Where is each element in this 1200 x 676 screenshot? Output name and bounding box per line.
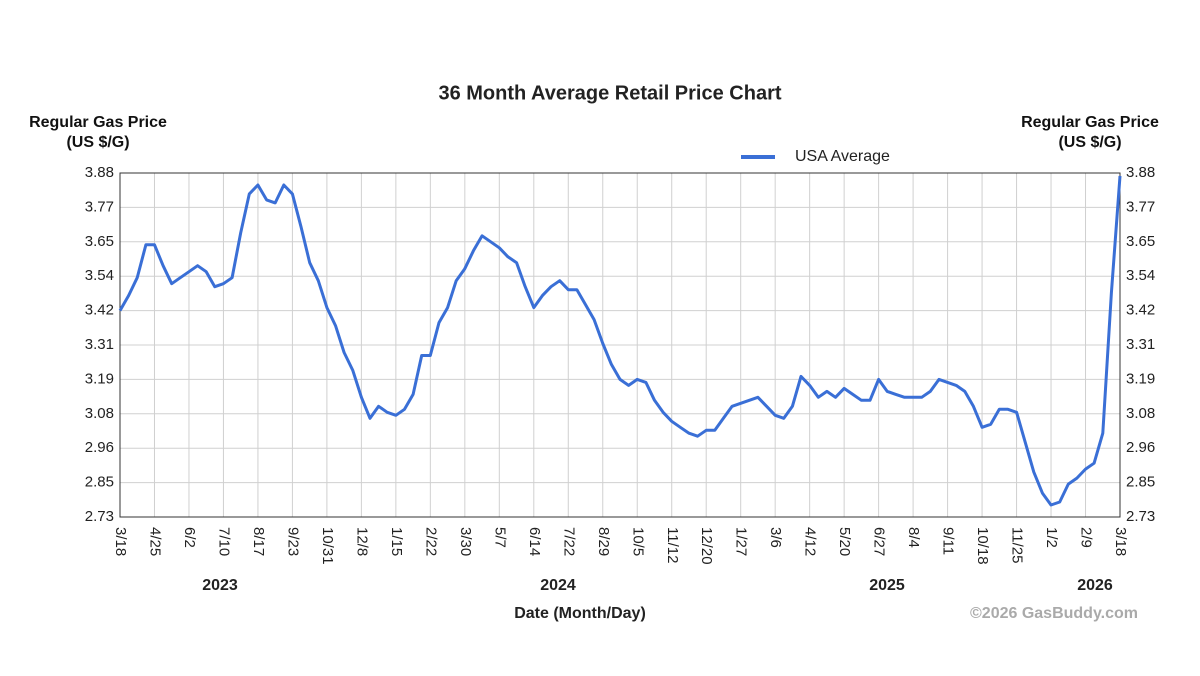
x-tick-label: 3/18 [1112, 527, 1129, 556]
x-tick-label: 6/14 [526, 527, 543, 556]
year-label: 2024 [540, 577, 576, 594]
y-tick-label: 3.77 [85, 198, 114, 215]
y-tick-label: 2.96 [85, 439, 114, 456]
y-tick-label: 3.08 [85, 405, 114, 422]
y2-tick-label: 2.96 [1126, 439, 1155, 456]
y-tick-label: 3.88 [85, 164, 114, 181]
x-tick-label: 10/5 [629, 527, 646, 556]
chart-title: 36 Month Average Retail Price Chart [438, 82, 781, 104]
credit: ©2026 GasBuddy.com [970, 605, 1138, 622]
x-tick-label: 11/12 [664, 527, 681, 563]
x-tick-label: 6/2 [181, 527, 198, 548]
x-tick-label: 3/18 [112, 527, 129, 556]
x-tick-label: 8/17 [250, 527, 267, 556]
x-tick-label: 10/31 [319, 527, 336, 565]
x-tick-label: 11/25 [1009, 527, 1026, 563]
price-line [118, 175, 1122, 507]
x-axis-title: Date (Month/Day) [514, 605, 646, 622]
y2-tick-label: 3.54 [1126, 267, 1155, 284]
x-tick-label: 1/15 [388, 527, 405, 556]
y-tick-label: 3.42 [85, 302, 114, 319]
x-tick-label: 4/25 [147, 527, 164, 556]
y2-tick-label: 2.73 [1126, 508, 1155, 525]
y-tick-label: 3.31 [85, 336, 114, 353]
year-label: 2025 [869, 577, 905, 594]
x-tick-label: 9/11 [940, 527, 957, 555]
y-tick-label: 2.85 [85, 474, 114, 491]
year-label: 2023 [202, 577, 238, 594]
y2-tick-label: 3.08 [1126, 405, 1155, 422]
x-tick-label: 2/9 [1078, 527, 1095, 548]
y-tick-label: 3.54 [85, 267, 114, 284]
legend-label: USA Average [795, 148, 890, 165]
y-axis-title: Regular Gas Price (US $/G) [29, 114, 167, 151]
y2-tick-label: 2.85 [1126, 474, 1155, 491]
y2-tick-label: 3.88 [1126, 164, 1155, 181]
year-label: 2026 [1077, 577, 1113, 594]
y2-tick-label: 3.31 [1126, 336, 1155, 353]
y-tick-label: 3.19 [85, 370, 114, 387]
x-tick-label: 2/22 [422, 527, 439, 556]
x-tick-label: 7/10 [215, 527, 232, 556]
x-tick-label: 4/12 [802, 527, 819, 556]
x-tick-label: 12/20 [698, 527, 715, 565]
y2-tick-label: 3.19 [1126, 370, 1155, 387]
x-tick-label: 8/29 [595, 527, 612, 556]
y2-axis-title: Regular Gas Price (US $/G) [1021, 114, 1159, 151]
x-tick-label: 9/23 [284, 527, 301, 556]
x-tick-label: 3/30 [457, 527, 474, 556]
plot-frame [119, 172, 1121, 518]
y2-tick-label: 3.77 [1126, 198, 1155, 215]
y-tick-label: 3.65 [85, 233, 114, 250]
y2-tick-label: 3.42 [1126, 302, 1155, 319]
x-tick-label: 3/6 [767, 527, 784, 548]
x-tick-label: 6/27 [871, 527, 888, 556]
x-tick-label: 1/27 [733, 527, 750, 556]
x-tick-label: 12/8 [353, 527, 370, 556]
x-tick-label: 5/20 [836, 527, 853, 556]
y-tick-label: 2.73 [85, 508, 114, 525]
x-tick-label: 5/7 [491, 527, 508, 548]
x-tick-label: 7/22 [560, 527, 577, 556]
y2-tick-label: 3.65 [1126, 233, 1155, 250]
x-tick-label: 10/18 [974, 527, 991, 565]
x-tick-label: 8/4 [905, 527, 922, 548]
x-tick-label: 1/2 [1043, 527, 1060, 548]
